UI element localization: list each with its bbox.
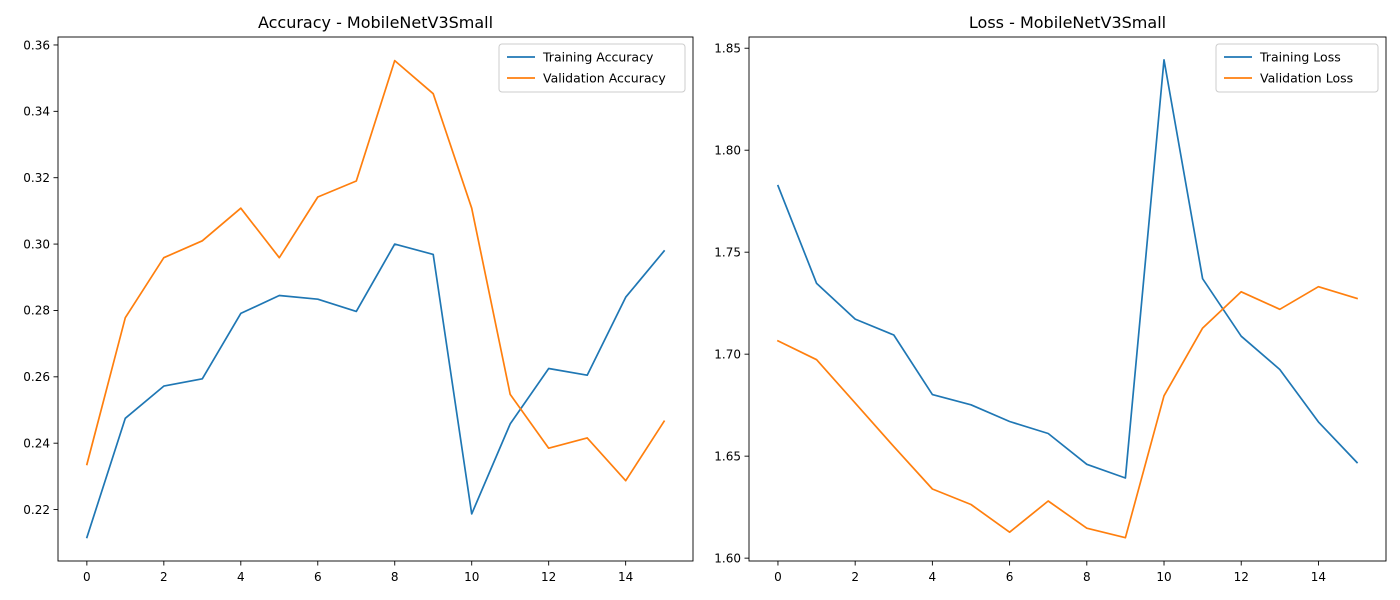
x-tick-label: 2 xyxy=(851,570,859,584)
y-tick-label: 1.70 xyxy=(714,347,741,361)
legend: Training Loss Validation Loss xyxy=(1215,43,1379,93)
chart-panel-1: Loss - MobileNetV3Small 0 2 4 6 8 10 12 14 1.60 1.… xyxy=(714,13,1387,584)
legend: Training Accuracy Validation Accuracy xyxy=(498,43,686,93)
y-tick-label: 0.36 xyxy=(23,38,50,52)
x-tick-label: 0 xyxy=(774,570,782,584)
x-tick-label: 14 xyxy=(618,570,633,584)
x-tick-label: 14 xyxy=(1311,570,1326,584)
legend-box xyxy=(498,43,686,93)
chart-panel-0: Accuracy - MobileNetV3Small 0 2 4 6 8 10 12 14 0.… xyxy=(23,13,694,584)
y-tick-label: 1.85 xyxy=(714,42,741,56)
y-tick-label: 0.30 xyxy=(23,237,50,251)
x-tick-label: 0 xyxy=(83,570,91,584)
y-tick-label: 0.26 xyxy=(23,370,50,384)
x-tick-label: 4 xyxy=(929,570,937,584)
x-tick-label: 6 xyxy=(1006,570,1014,584)
x-tick-label: 12 xyxy=(541,570,556,584)
y-tick-label: 0.24 xyxy=(23,436,50,450)
x-tick-label: 4 xyxy=(237,570,245,584)
y-tick-label: 1.65 xyxy=(714,449,741,463)
axes-frame xyxy=(57,36,694,562)
y-tick-label: 0.34 xyxy=(23,105,50,119)
y-tick-label: 0.22 xyxy=(23,503,50,517)
x-tick-label: 6 xyxy=(314,570,322,584)
y-tick-label: 1.60 xyxy=(714,551,741,565)
chart-title: Accuracy - MobileNetV3Small xyxy=(258,13,493,32)
series-line-0 xyxy=(776,58,1359,479)
series-line-0 xyxy=(85,243,666,539)
chart-title: Loss - MobileNetV3Small xyxy=(969,13,1166,32)
x-tick-label: 12 xyxy=(1234,570,1249,584)
y-tick-label: 0.28 xyxy=(23,304,50,318)
legend-label-0: Training Loss xyxy=(1259,50,1341,65)
axes-frame xyxy=(748,36,1387,562)
legend-box xyxy=(1215,43,1379,93)
y-tick-label: 1.75 xyxy=(714,245,741,259)
series-line-1 xyxy=(776,285,1359,539)
x-tick-label: 8 xyxy=(391,570,399,584)
legend-label-0: Training Accuracy xyxy=(542,50,654,65)
x-tick-label: 2 xyxy=(160,570,168,584)
legend-label-1: Validation Loss xyxy=(1260,71,1353,86)
y-tick-label: 1.80 xyxy=(714,144,741,158)
x-tick-label: 10 xyxy=(1156,570,1171,584)
x-tick-label: 8 xyxy=(1083,570,1091,584)
series-line-1 xyxy=(85,59,666,482)
legend-label-1: Validation Accuracy xyxy=(543,71,666,86)
x-tick-label: 10 xyxy=(464,570,479,584)
y-tick-label: 0.32 xyxy=(23,171,50,185)
